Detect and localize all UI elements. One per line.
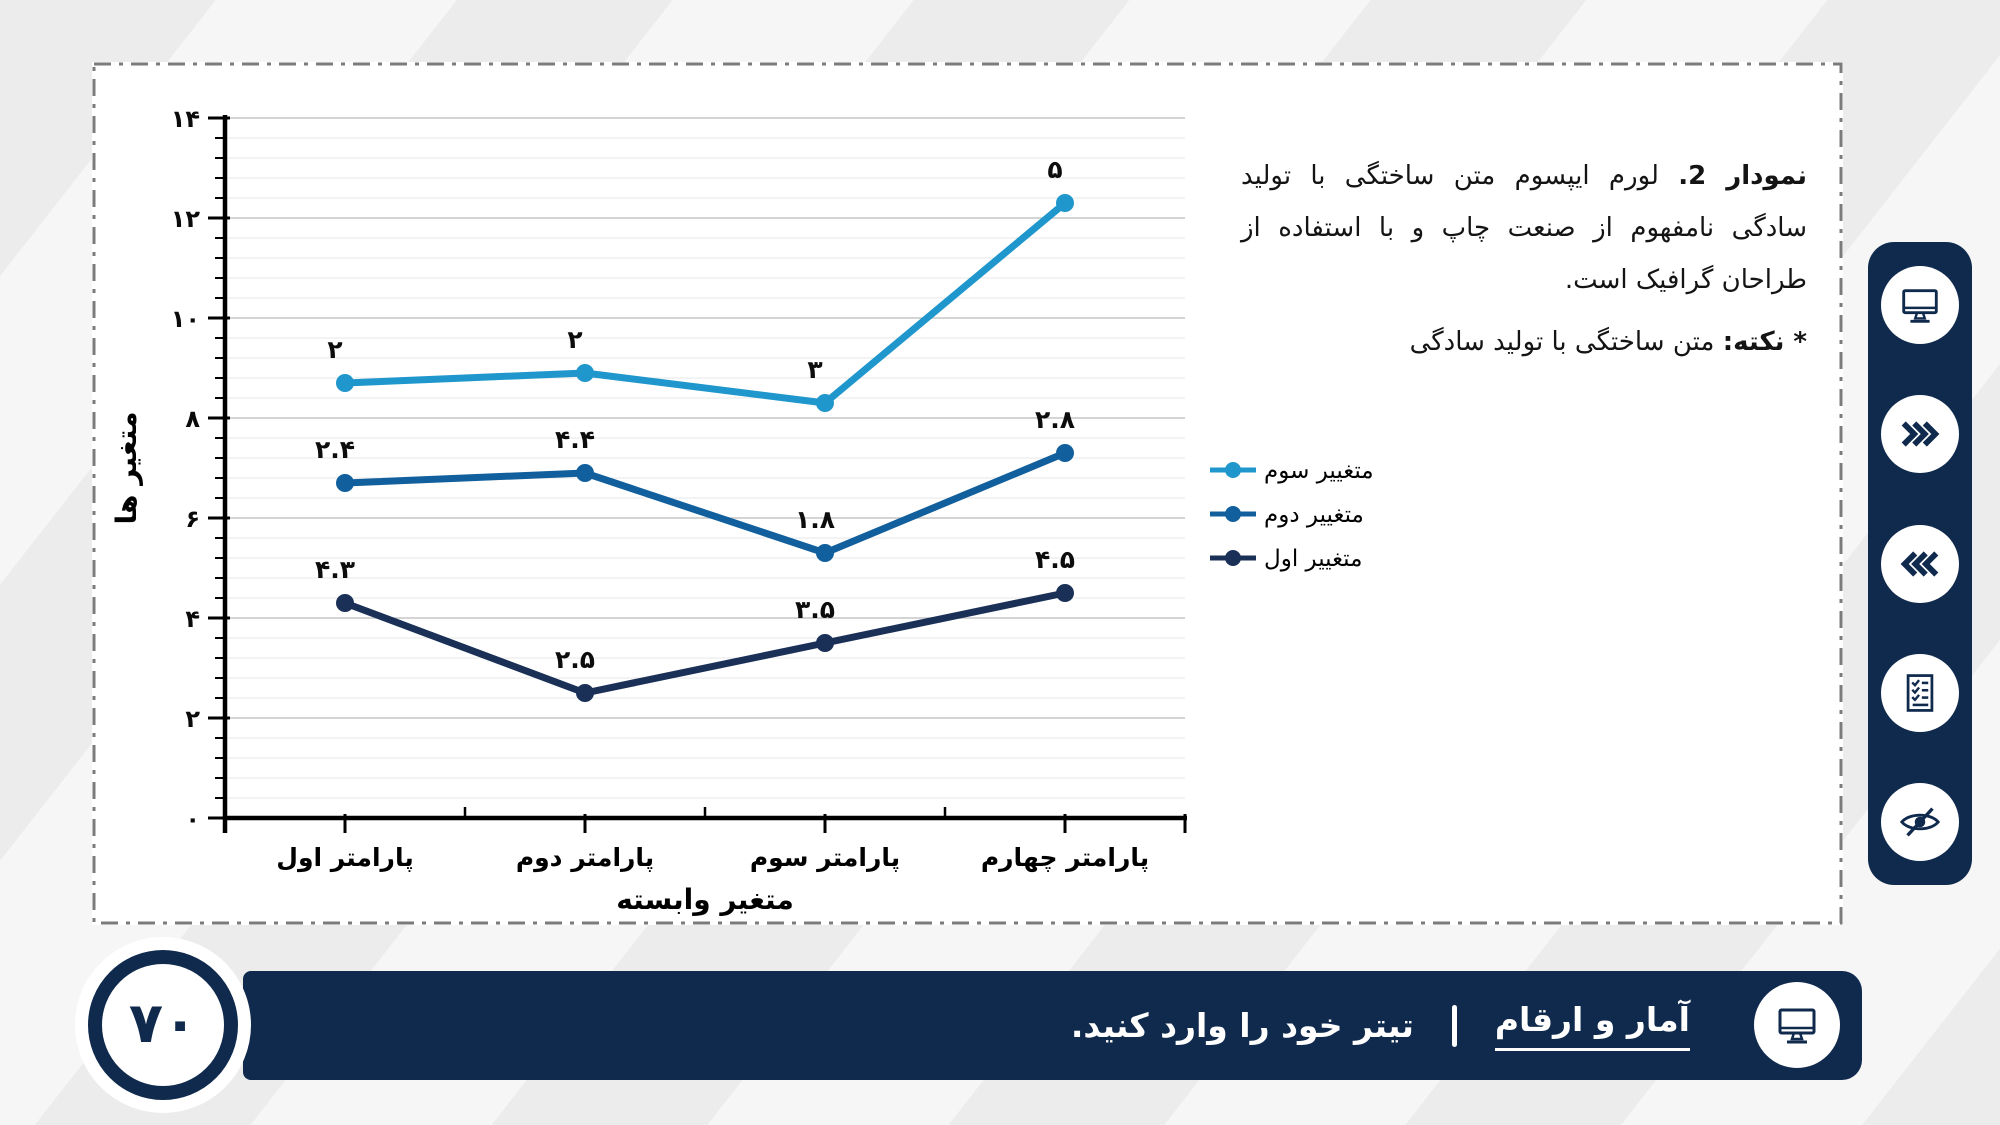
content-panel: ۰ ۲ ۴ ۶ ۸ ۱۰ ۱۲ ۱۴ پارامتر اول پارامتر دوم پارامتر…	[92, 62, 1843, 925]
caption-note: * نکته: متن ساختگی با تولید سادگی	[1409, 327, 1807, 357]
caption-title: نمودار 2.	[1678, 161, 1807, 191]
rewind-icon[interactable]	[1881, 524, 1959, 603]
svg-text:۶: ۶	[185, 505, 200, 533]
caption-line-1: نمودار 2. لورم ایپسوم متن ساختگی با تولی…	[1241, 161, 1807, 191]
svg-text:۴.۳: ۴.۳	[315, 555, 355, 584]
svg-text:۱۰: ۱۰	[171, 305, 200, 333]
svg-text:۲.۴: ۲.۴	[315, 435, 355, 464]
page-number: ۷۰	[128, 990, 198, 1056]
svg-text:۸: ۸	[185, 405, 200, 433]
svg-text:۲: ۲	[185, 705, 200, 733]
monitor-icon	[1754, 982, 1840, 1068]
fast-forward-icon[interactable]	[1881, 395, 1959, 474]
svg-text:۲: ۲	[567, 325, 582, 354]
checklist-icon[interactable]	[1881, 653, 1959, 732]
footer-subtitle: تیتر خود را وارد کنید.	[1070, 1006, 1414, 1045]
page-number-ring: ۷۰	[88, 950, 238, 1100]
svg-text:۲: ۲	[327, 335, 342, 364]
legend-item: متغییر اول	[1210, 546, 1362, 572]
monitor-icon[interactable]	[1881, 266, 1959, 344]
svg-text:پارامتر دوم: پارامتر دوم	[516, 843, 654, 873]
caption-line-2: سادگی نامفهوم از صنعت چاپ و با استفاده ا…	[1241, 213, 1807, 243]
chart-caption: نمودار 2. لورم ایپسوم متن ساختگی با تولی…	[1241, 150, 1807, 368]
page-number-badge: ۷۰	[75, 937, 251, 1113]
svg-text:۴.۴: ۴.۴	[555, 425, 595, 454]
caption-line-3: طراحان گرافیک است.	[1564, 265, 1807, 295]
footer-bar: آمار و ارقام تیتر خود را وارد کنید.	[243, 971, 1862, 1080]
svg-text:۲.۵: ۲.۵	[555, 645, 595, 674]
svg-text:۵: ۵	[1047, 155, 1062, 184]
svg-text:پارامتر سوم: پارامتر سوم	[750, 843, 900, 873]
svg-text:۲.۸: ۲.۸	[1035, 405, 1075, 434]
svg-text:متغییر اول: متغییر اول	[1264, 546, 1362, 572]
svg-text:۳: ۳	[807, 355, 822, 384]
svg-text:۴.۵: ۴.۵	[1035, 545, 1075, 574]
svg-text:متغییر سوم: متغییر سوم	[1264, 458, 1374, 484]
legend-item: متغییر سوم	[1210, 458, 1374, 484]
svg-text:۴: ۴	[185, 605, 200, 633]
svg-text:پارامتر چهارم: پارامتر چهارم	[981, 843, 1149, 873]
svg-text:۱۲: ۱۲	[171, 205, 201, 233]
svg-text:متغیر ها: متغیر ها	[110, 411, 143, 524]
svg-text:متغیر وابسته: متغیر وابسته	[616, 883, 794, 916]
sidebar	[1868, 242, 1972, 885]
svg-text:۰: ۰	[185, 805, 200, 833]
svg-text:پارامتر اول: پارامتر اول	[276, 843, 413, 873]
caption-note-label: * نکته:	[1722, 327, 1807, 357]
svg-text:متغییر دوم: متغییر دوم	[1264, 502, 1364, 528]
svg-text:۳.۵: ۳.۵	[795, 595, 835, 624]
svg-text:۱.۸: ۱.۸	[795, 505, 835, 534]
footer-section-title[interactable]: آمار و ارقام	[1494, 1000, 1690, 1051]
eye-off-icon[interactable]	[1881, 783, 1959, 861]
footer-divider	[1451, 1004, 1457, 1047]
svg-text:۱۴: ۱۴	[171, 105, 200, 133]
legend-item: متغییر دوم	[1210, 502, 1364, 528]
